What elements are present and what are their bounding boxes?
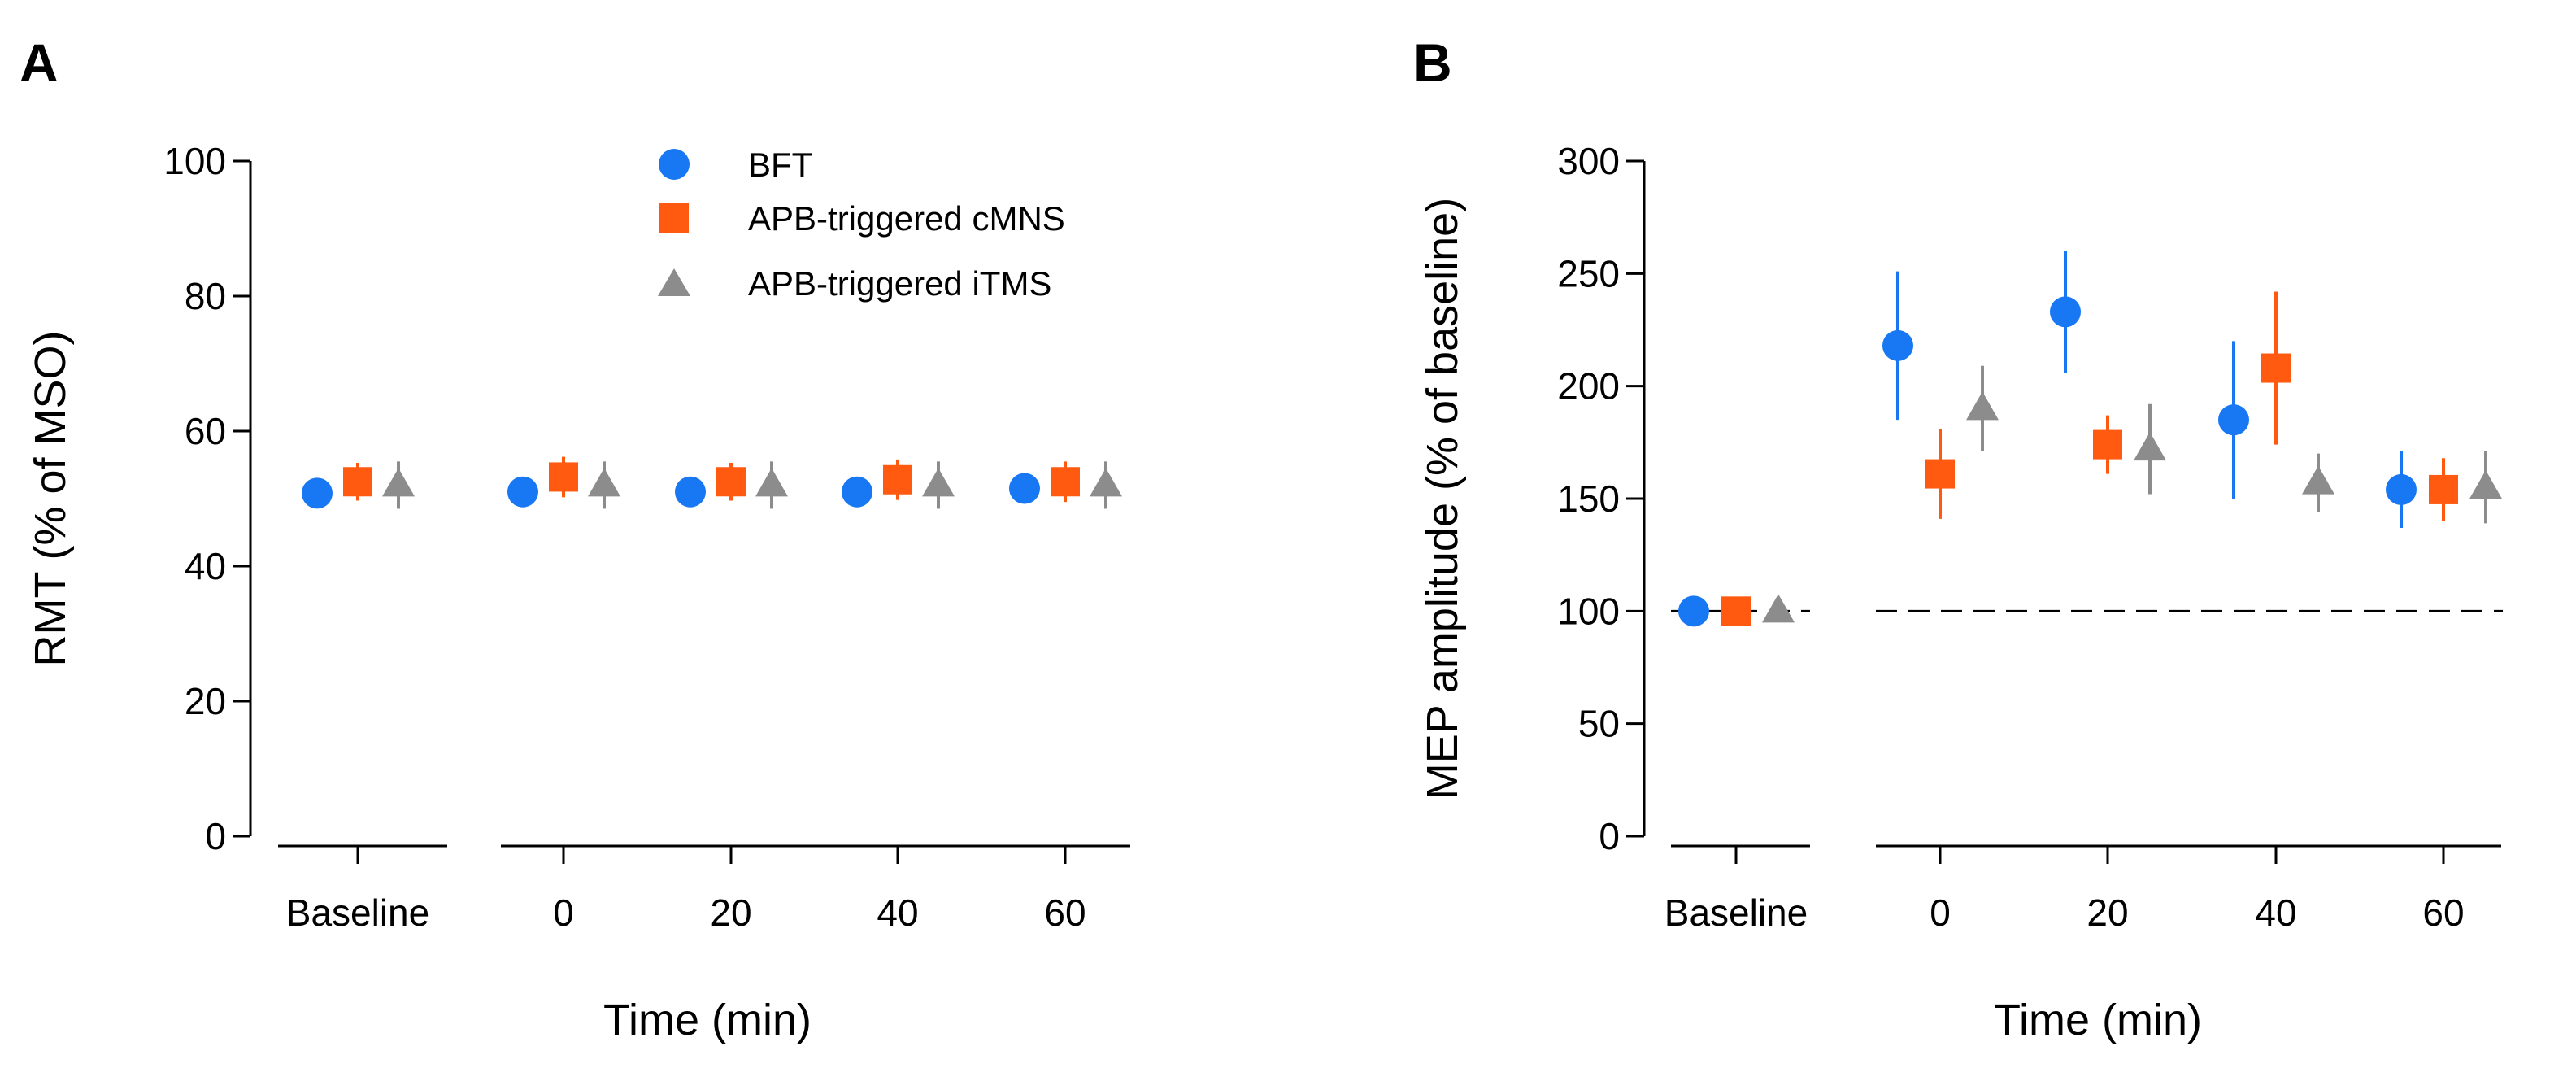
chart-1-x-axis-title: Time (min) [1994, 996, 2202, 1044]
chart-0-x-tick-label-0: 0 [553, 891, 574, 934]
chart-1-y-tick-label: 300 [1557, 140, 1620, 182]
legend-item-itms: APB-triggered iTMS [658, 264, 1051, 303]
chart-0-apb-triggered-itms-point [1090, 468, 1122, 497]
chart-0-y-tick-label: 40 [185, 545, 226, 587]
chart-1-bft-point [2218, 404, 2249, 436]
chart-0-x-tick-label-60: 60 [1044, 891, 1086, 934]
chart-0-x-axis-title: Time (min) [603, 996, 812, 1044]
chart-1-x-tick-label-40: 40 [2255, 891, 2296, 934]
legend-marker-circle-icon [659, 149, 690, 180]
chart-1-apb-triggered-cmns-point [2261, 353, 2291, 383]
chart-0-x-tick-label-20: 20 [710, 891, 751, 934]
legend-label-cmns: APB-triggered cMNS [748, 199, 1065, 238]
chart-0-y-tick-label: 60 [185, 410, 226, 452]
panel-label-b: B [1413, 33, 1452, 93]
chart-0-apb-triggered-cmns-point [549, 462, 578, 492]
chart-1-bft-point [1882, 329, 1913, 361]
chart-0-apb-triggered-itms-point [922, 468, 955, 497]
chart-0-bft-point [842, 476, 872, 508]
panel-a-marks: 0 20 40 60 80 100 RMT (% of MSO) Baseline 0 20 40 6… [26, 140, 1130, 1044]
chart-0-apb-triggered-cmns-point [343, 467, 372, 497]
panel-a: A 0 20 40 60 80 100 RMT (% of MSO) Baseline 0 20 4… [20, 33, 1130, 1044]
chart-1-apb-triggered-cmns-point [1721, 596, 1751, 626]
chart-1-bft-point [2050, 296, 2081, 328]
chart-0-y-tick-label: 0 [205, 815, 226, 857]
chart-0-y-tick-label: 80 [185, 275, 226, 317]
chart-0-y-tick-label: 20 [185, 680, 226, 722]
chart-0-y-tick-label: 100 [163, 140, 226, 182]
chart-0-apb-triggered-itms-point [588, 468, 620, 497]
chart-1-y-axis-title: MEP amplitude (% of baseline) [1418, 198, 1467, 800]
chart-0-apb-triggered-cmns-point [883, 464, 912, 495]
chart-1-y-tick-label: 50 [1578, 703, 1620, 745]
panel-label-a: A [20, 33, 59, 93]
chart-1-x-tick-label-60: 60 [2422, 891, 2464, 934]
chart-1-bft-point [1678, 595, 1709, 627]
legend-item-cmns: APB-triggered cMNS [659, 199, 1065, 238]
chart-1-apb-triggered-cmns-point [1925, 459, 1955, 489]
legend-item-bft: BFT [659, 146, 812, 184]
chart-1-y-tick-label: 0 [1599, 815, 1620, 857]
chart-1-apb-triggered-itms-point [2302, 465, 2334, 495]
chart-0-apb-triggered-itms-point [382, 468, 415, 497]
chart-0-x-tick-label-baseline: Baseline [286, 891, 429, 934]
chart-1-x-tick-label-0: 0 [1930, 891, 1951, 934]
chart-1-x-tick-label-baseline: Baseline [1664, 891, 1808, 934]
chart-0-y-axis-title: RMT (% of MSO) [26, 330, 75, 666]
chart-0-apb-triggered-cmns-point [716, 467, 746, 497]
chart-0-bft-point [507, 476, 538, 508]
chart-0-bft-point [302, 477, 333, 509]
legend-marker-triangle-icon [658, 268, 690, 296]
chart-0-apb-triggered-cmns-point [1051, 467, 1080, 497]
chart-1-apb-triggered-cmns-point [2093, 429, 2122, 460]
chart-1-y-tick-label: 100 [1557, 590, 1620, 632]
chart-1-apb-triggered-itms-point [2469, 470, 2502, 499]
chart-1-bft-point [2386, 473, 2417, 505]
legend: BFT APB-triggered cMNS APB-triggered iTM… [658, 146, 1065, 303]
legend-label-itms: APB-triggered iTMS [748, 264, 1051, 303]
chart-1-apb-triggered-itms-point [1762, 594, 1795, 623]
chart-1-apb-triggered-itms-point [2134, 432, 2166, 461]
chart-0-bft-point [1009, 473, 1040, 504]
chart-1-apb-triggered-cmns-point [2429, 474, 2458, 504]
chart-0-bft-point [675, 476, 706, 508]
legend-label-bft: BFT [748, 146, 812, 184]
chart-1-y-tick-label: 250 [1557, 252, 1620, 294]
chart-1-y-tick-label: 150 [1557, 477, 1620, 520]
chart-1-y-tick-label: 200 [1557, 365, 1620, 408]
chart-0-x-tick-label-40: 40 [877, 891, 918, 934]
chart-1-apb-triggered-itms-point [1966, 391, 1999, 421]
chart-1-x-tick-label-20: 20 [2086, 891, 2128, 934]
legend-marker-square-icon [659, 203, 689, 233]
chart-0-apb-triggered-itms-point [755, 468, 788, 497]
